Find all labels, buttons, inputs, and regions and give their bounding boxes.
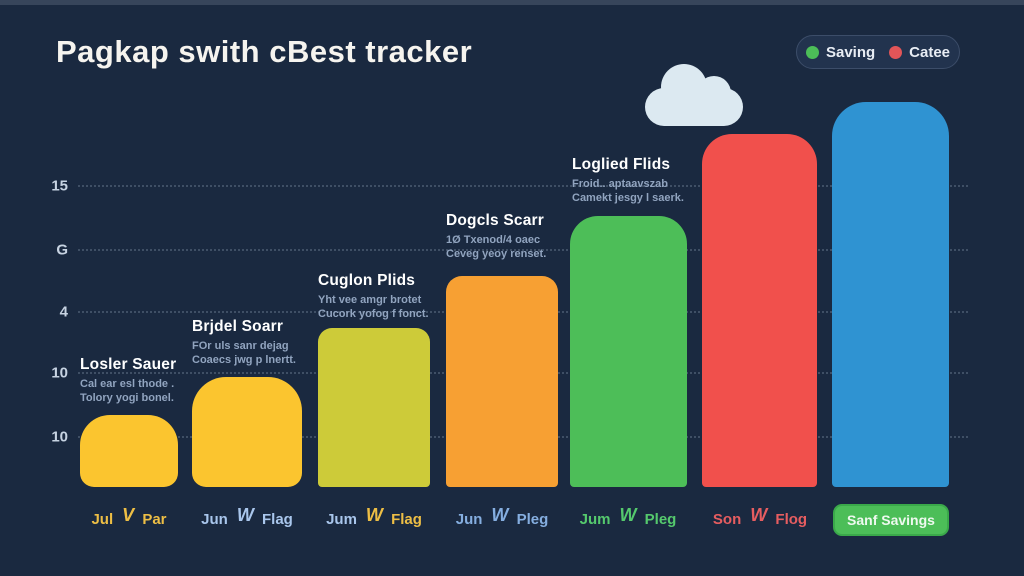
- saving-dot-icon: [805, 45, 819, 59]
- legend-item-catee[interactable]: Catee: [889, 44, 950, 61]
- y-axis-tick-label: 10: [51, 364, 68, 382]
- save-savings-button[interactable]: Sanf Savings: [833, 504, 949, 536]
- bar: [318, 328, 430, 487]
- legend: Saving Catee: [796, 35, 960, 69]
- x-axis-label: Jun W Flag: [201, 505, 293, 528]
- x-axis-label: Son W Flog: [712, 505, 808, 528]
- page-title: Pagkap swith cBest tracker: [56, 34, 473, 69]
- annotation-line: Yht vee amgr brotet: [318, 294, 422, 306]
- annotation-title: Losler Sauer: [80, 356, 177, 373]
- annotation-line: FOr uls sanr dejag: [192, 340, 289, 352]
- x-axis-label: Jun W Pleg: [455, 505, 549, 528]
- x-axis-label: Jul V Par: [91, 505, 167, 528]
- annotation-line: Cal ear esl thode .: [80, 378, 175, 390]
- annotation-title: Dogcls Scarr: [446, 212, 545, 229]
- legend-label: Catee: [909, 43, 951, 61]
- bar: [702, 134, 817, 487]
- legend-label: Saving: [825, 43, 876, 61]
- x-axis-label: Jum W Flag: [326, 505, 422, 528]
- bar-annotation: Loglied Flids Froid.. aptaavszab Camekt je…: [572, 156, 762, 205]
- annotation-line: Cucork yofog f fonct.: [318, 308, 429, 320]
- annotation-line: Ceveg yeoy renset.: [446, 248, 547, 260]
- x-axis-label: Jum W Pleg: [579, 505, 677, 528]
- y-axis-tick-label: 15: [51, 177, 68, 195]
- annotation-line: Froid.. aptaavszab: [572, 178, 668, 190]
- bar: [570, 216, 687, 487]
- annotation-line: Camekt jesgy l saerk.: [572, 192, 684, 204]
- bar: [832, 102, 949, 487]
- annotation-line: 1Ø Txenod/4 oaec: [446, 234, 541, 246]
- bar: [80, 415, 178, 487]
- bar-annotation: Cuglon Plids Yht vee amgr brotet Cucork yo…: [318, 272, 508, 321]
- annotation-line: Coaecs jwg p lnertt.: [192, 354, 296, 366]
- y-axis-tick-label: 10: [51, 428, 68, 446]
- annotation-title: Loglied Flids: [572, 156, 671, 173]
- bar: [446, 276, 558, 487]
- legend-item-saving[interactable]: Saving: [805, 43, 876, 61]
- gridline: [78, 185, 968, 187]
- top-edge-divider: [0, 0, 1024, 5]
- bar-annotation: Dogcls Scarr 1Ø Txenod/4 oaec Ceveg yeoy r…: [446, 212, 636, 261]
- catee-dot-icon: [889, 45, 903, 59]
- annotation-title: Brjdel Soarr: [192, 318, 284, 335]
- annotation-line: Tolory yogi bonel.: [80, 392, 174, 404]
- y-axis-tick-label: 4: [59, 303, 68, 321]
- bar: [192, 377, 302, 487]
- annotation-title: Cuglon Plids: [318, 272, 416, 289]
- y-axis-tick-label: G: [56, 241, 68, 259]
- cloud-icon: [645, 62, 743, 126]
- bar-annotation: Brjdel Soarr FOr uls sanr dejag Coaecs jwg…: [192, 318, 382, 367]
- bar-annotation: Losler Sauer Cal ear esl thode . Tolory yo…: [80, 356, 270, 405]
- gridline: [78, 249, 968, 251]
